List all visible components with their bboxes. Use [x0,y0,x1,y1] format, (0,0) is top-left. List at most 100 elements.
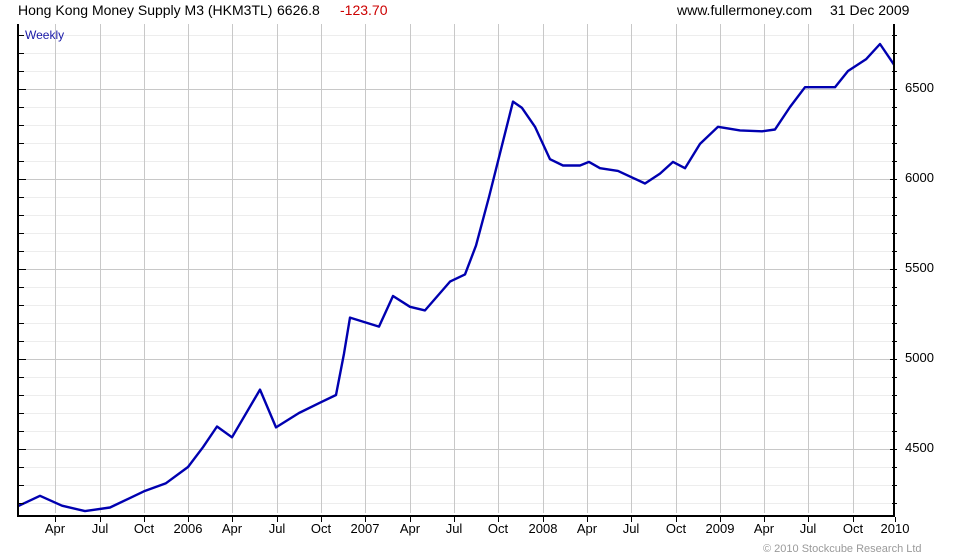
axis-tick [19,107,24,108]
axis-tick [892,377,897,378]
axis-tick [892,413,897,414]
change-value: -123.70 [340,2,388,18]
axis-tick [808,517,809,522]
chart-canvas [19,24,893,515]
x-axis-tick-label: Apr [221,521,243,536]
axis-tick [892,107,897,108]
axis-tick [19,233,24,234]
axis-tick [19,341,24,342]
axis-tick [892,287,897,288]
axis-tick [19,323,24,324]
x-axis-tick-label: Apr [44,521,66,536]
axis-tick [19,179,26,180]
axis-tick [892,143,897,144]
y-axis-tick-label: 6500 [905,80,934,95]
axis-tick [19,215,24,216]
axis-tick [895,517,896,522]
axis-tick [55,517,56,522]
axis-tick [410,517,411,522]
x-axis-tick-label: Apr [576,521,598,536]
x-axis-tick-label: Oct [310,521,332,536]
x-axis-tick-label: Jul [622,521,640,536]
axis-tick [19,359,26,360]
website-label: www.fullermoney.com [677,2,813,18]
price-line-chart [19,24,893,513]
date-label: 31 Dec 2009 [830,2,910,18]
axis-tick [19,251,24,252]
axis-tick [19,287,24,288]
x-axis-tick-label: Apr [399,521,421,536]
axis-tick [19,431,24,432]
chart-plot-area: Weekly [17,24,895,517]
axis-tick [892,197,897,198]
axis-tick [892,161,897,162]
x-axis-tick-label: 2006 [173,521,203,536]
axis-tick [498,517,499,522]
axis-tick [100,517,101,522]
axis-tick [19,377,24,378]
y-axis-tick-label: 4500 [905,440,934,455]
chart-title: Hong Kong Money Supply M3 (HKM3TL) [18,2,273,18]
axis-tick [144,517,145,522]
axis-tick [892,71,897,72]
x-axis-tick-label: Jul [268,521,286,536]
axis-tick [890,89,897,90]
axis-tick [19,35,24,36]
footer-bar: © 2010 Stockcube Research Ltd [0,543,980,560]
x-axis-tick-label: Oct [842,521,864,536]
header-bar: Hong Kong Money Supply M3 (HKM3TL) 6626.… [0,0,980,22]
y-axis-tick-label: 5500 [905,260,934,275]
axis-tick [19,125,24,126]
x-axis-tick-label: Oct [133,521,155,536]
axis-tick [19,53,24,54]
x-axis-tick-label: Jul [445,521,463,536]
axis-tick [890,269,897,270]
axis-tick [19,503,24,504]
axis-tick [19,89,26,90]
x-axis-tick-label: Oct [665,521,687,536]
axis-tick [454,517,455,522]
axis-tick [892,323,897,324]
axis-tick [321,517,322,522]
axis-tick [19,395,24,396]
x-axis-tick-label: 2007 [350,521,380,536]
axis-tick [277,517,278,522]
axis-tick [19,467,24,468]
axis-tick [19,305,24,306]
x-axis-tick-label: Apr [753,521,775,536]
axis-tick [19,197,24,198]
axis-tick [892,467,897,468]
axis-tick [631,517,632,522]
grid-vertical [55,24,854,513]
axis-tick [587,517,588,522]
x-axis-tick-label: 2009 [705,521,735,536]
axis-tick [764,517,765,522]
axis-tick [19,71,24,72]
last-value: 6626.8 [277,2,320,18]
axis-tick [892,395,897,396]
x-axis-tick-label: Jul [799,521,817,536]
axis-tick [890,449,897,450]
grid-major [19,89,893,450]
axis-tick [853,517,854,522]
axis-tick [892,125,897,126]
axis-tick [188,517,189,522]
axis-tick [892,305,897,306]
frequency-label: Weekly [25,28,65,42]
axis-tick [19,413,24,414]
y-axis-tick-label: 5000 [905,350,934,365]
axis-tick [892,35,897,36]
axis-tick [892,215,897,216]
y-axis-tick-label: 6000 [905,170,934,185]
x-axis-tick-label: 2008 [528,521,558,536]
axis-tick [890,359,897,360]
axis-tick [892,53,897,54]
x-axis-tick-label: Jul [91,521,109,536]
axis-tick [19,269,26,270]
axis-tick [892,341,897,342]
x-axis-tick-label: Oct [487,521,509,536]
axis-tick [19,143,24,144]
axis-tick [543,517,544,522]
axis-tick [892,251,897,252]
